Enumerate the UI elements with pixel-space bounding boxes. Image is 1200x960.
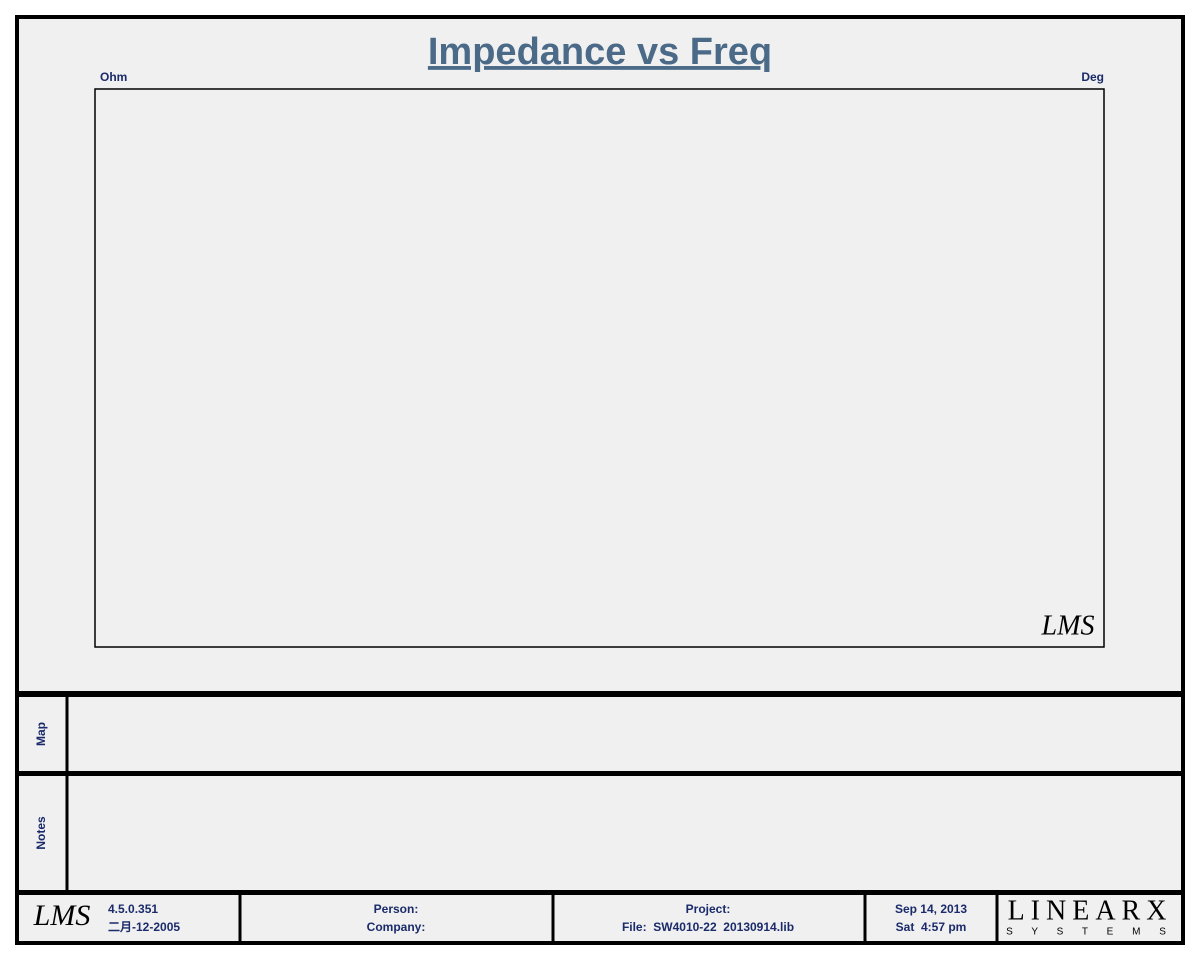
project: Project: [686, 902, 731, 916]
notes-panel [19, 776, 1181, 890]
footer-logo: LMS [33, 899, 91, 932]
y-axis-label: Ohm [100, 70, 127, 84]
brand-sub: S Y S T E M S [1006, 927, 1174, 938]
build-date: 二月-12-2005 [108, 920, 180, 934]
y2-axis-label: Deg [1081, 70, 1104, 84]
chart-title: Impedance vs Freq [428, 31, 772, 73]
date: Sep 14, 2013 [895, 902, 967, 916]
footer-dividers [238, 895, 999, 941]
watermark: LMS [1041, 610, 1095, 641]
version: 4.5.0.351 [108, 902, 158, 916]
person: Person: [374, 902, 419, 916]
company: Company: [367, 920, 426, 934]
map-title: Map [34, 722, 48, 746]
file: File: SW4010-22 20130914.lib [622, 920, 794, 934]
map-panel [19, 697, 1181, 771]
footer-panel [19, 895, 1181, 941]
plot-border [94, 88, 1105, 648]
brand: LINEARX [1008, 895, 1173, 926]
time: Sat 4:57 pm [896, 920, 967, 934]
plot-area [95, 89, 1104, 647]
notes-title: Notes [34, 816, 48, 850]
